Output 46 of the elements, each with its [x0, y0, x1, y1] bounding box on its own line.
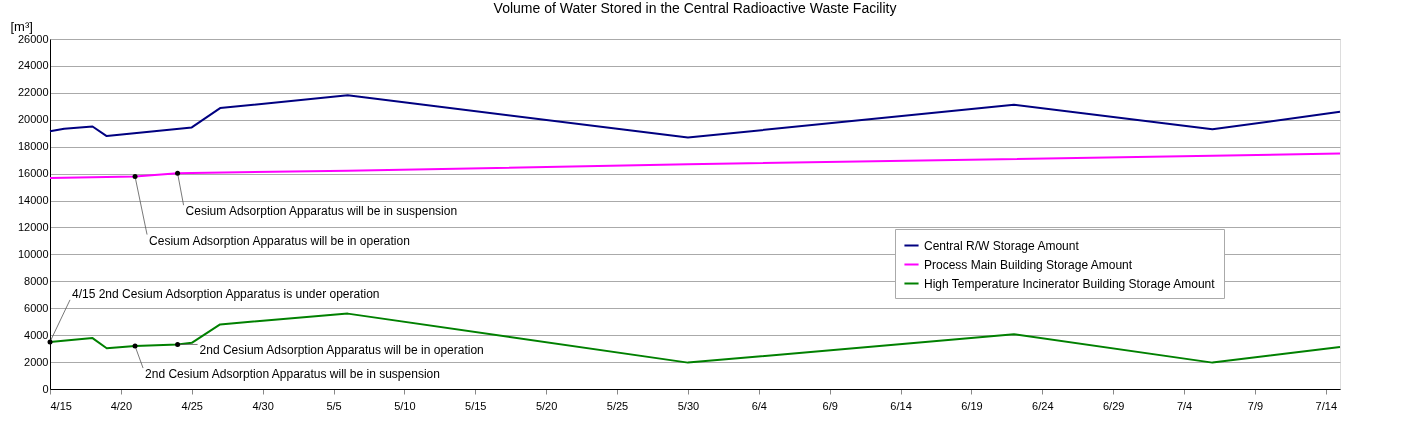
y-tick-label: 6000 [24, 301, 49, 314]
y-axis-title: [m³] [10, 18, 33, 34]
annotation: 2nd Cesium Adsorption Apparatus will be in suspension [145, 367, 440, 382]
y-tick-label: 2000 [24, 355, 49, 368]
x-tick-label: 6/19 [961, 399, 983, 412]
y-tick-label: 22000 [17, 86, 49, 99]
x-tick-label: 6/14 [890, 399, 912, 412]
y-tick-label: 8000 [24, 274, 49, 287]
x-tick-label: 5/15 [465, 399, 487, 412]
y-tick-label: 0 [42, 382, 49, 395]
x-tick-label: 6/9 [822, 399, 838, 412]
y-tick-label: 16000 [17, 167, 49, 180]
x-tick-label: 5/30 [677, 399, 700, 412]
x-tick-label: 6/24 [1032, 399, 1054, 412]
annotation: Cesium Adsorption Apparatus will be in operation [149, 233, 410, 248]
x-tick-label: 5/5 [326, 399, 342, 412]
x-tick-label: 6/29 [1102, 399, 1125, 412]
line-series [49, 312, 1341, 364]
annotation: Cesium Adsorption Apparatus will be in suspension [185, 204, 458, 219]
x-tick-label: 7/4 [1176, 399, 1193, 412]
x-tick-label: 4/25 [181, 399, 203, 412]
line-series [49, 94, 1341, 139]
y-tick-label: 4000 [24, 328, 49, 341]
y-tick-label: 12000 [17, 220, 49, 233]
x-tick-label: 4/30 [252, 399, 274, 412]
annotation: 4/15 2nd Cesium Adsorption Apparatus is under operation [72, 286, 380, 301]
legend-label: Process Main Building Storage Amount [924, 257, 1133, 272]
legend-label: High Temperature Incinerator Building Storage Amount [924, 276, 1216, 291]
x-tick-label: 4/15 [50, 399, 72, 412]
chart-title: Volume of Water Stored in the Central Radioactive Waste Facility [493, 0, 897, 16]
y-tick-label: 18000 [17, 140, 49, 153]
x-tick-label: 5/25 [606, 399, 629, 412]
x-tick-label: 6/4 [751, 399, 767, 412]
y-tick-label: 26000 [17, 32, 49, 45]
legend-label: Central R/W Storage Amount [924, 238, 1080, 253]
x-tick-label: 4/20 [110, 399, 133, 412]
x-tick-label: 7/14 [1315, 399, 1338, 412]
x-tick-label: 5/10 [394, 399, 416, 412]
y-tick-label: 24000 [17, 59, 49, 72]
line-series [49, 152, 1341, 180]
y-tick-label: 20000 [17, 113, 49, 126]
y-tick-label: 14000 [17, 194, 49, 207]
x-tick-label: 5/20 [535, 399, 558, 412]
x-tick-label: 7/9 [1247, 399, 1264, 412]
y-tick-label: 10000 [17, 247, 49, 260]
annotation: 2nd Cesium Adsorption Apparatus will be in operation [199, 343, 484, 358]
